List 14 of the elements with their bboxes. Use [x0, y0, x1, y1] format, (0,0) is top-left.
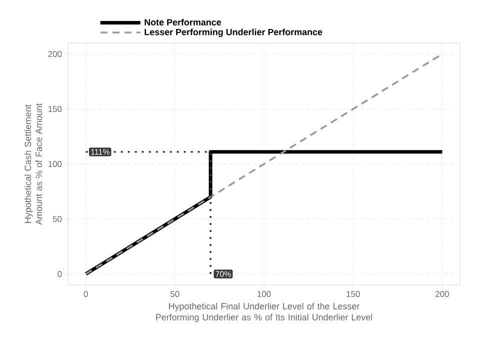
- x-tick-label: 150: [346, 291, 360, 298]
- y-tick-label: 100: [48, 161, 62, 167]
- x-tick-label: 0: [84, 291, 88, 298]
- y-tick-label: 150: [48, 106, 62, 112]
- x-tick-label: 200: [436, 291, 449, 298]
- x-tick-label: 100: [258, 291, 271, 298]
- x-axis-title: Hypothetical Final Underlier Level of the Lesser Performing Underlier as % of Its Initial Underlier Level: [156, 302, 372, 322]
- y-tick-label: 200: [48, 51, 62, 57]
- x-tick-label: 50: [170, 291, 180, 298]
- y-tick-label: 0: [58, 271, 62, 277]
- y-tick-label: 50: [52, 216, 62, 222]
- legend-label: Note Performance: [144, 18, 222, 26]
- y-axis-title: Hypothetical Cash Settlement Amount as % of Face Amount: [24, 103, 42, 225]
- legend-label: Lesser Performing Underlier Performance: [144, 28, 322, 38]
